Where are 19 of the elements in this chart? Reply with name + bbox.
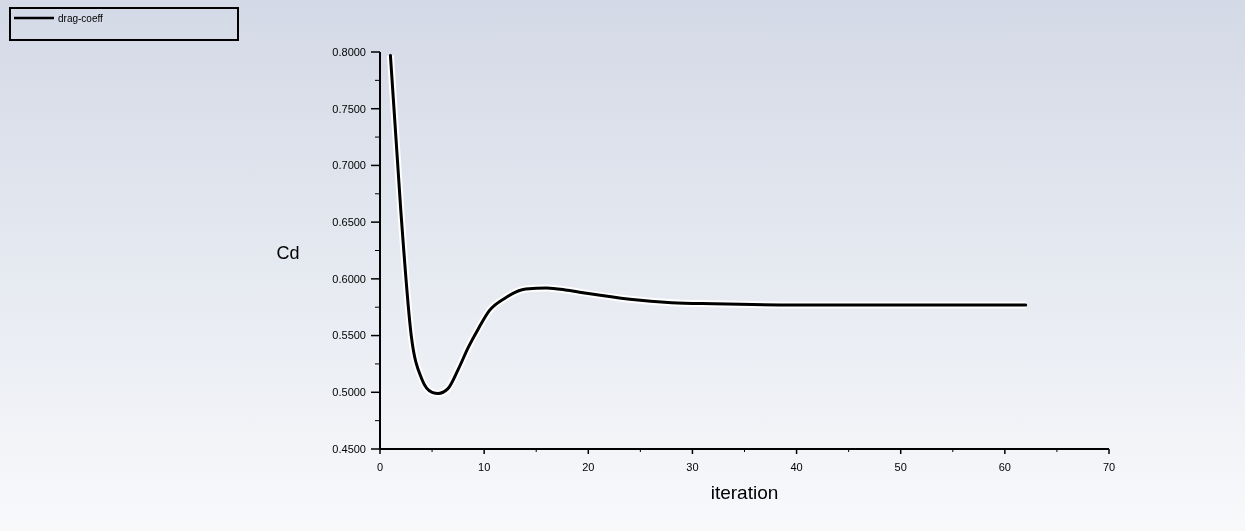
y-tick-label: 0.5000	[332, 386, 366, 399]
y-tick-label: 0.8000	[332, 45, 366, 58]
y-axis-title: Cd	[276, 242, 300, 263]
y-tick-label: 0.5500	[332, 329, 366, 342]
x-tick-label: 40	[790, 461, 803, 473]
y-tick-label: 0.7500	[332, 102, 366, 115]
y-tick-label: 0.6500	[332, 215, 366, 228]
y-tick-label: 0.7000	[332, 159, 366, 172]
x-tick-label: 30	[686, 461, 699, 473]
x-tick-label: 10	[478, 461, 491, 473]
legend-label: drag-coeff	[58, 12, 104, 24]
y-tick-label: 0.6000	[332, 272, 366, 285]
x-tick-label: 0	[376, 461, 384, 473]
x-tick-label: 50	[894, 461, 907, 473]
x-tick-label: 20	[582, 461, 595, 473]
x-tick-label: 60	[998, 461, 1011, 473]
x-tick-label: 70	[1102, 461, 1116, 473]
y-tick-label: 0.4500	[332, 442, 366, 455]
x-axis-title: iteration	[710, 482, 779, 503]
